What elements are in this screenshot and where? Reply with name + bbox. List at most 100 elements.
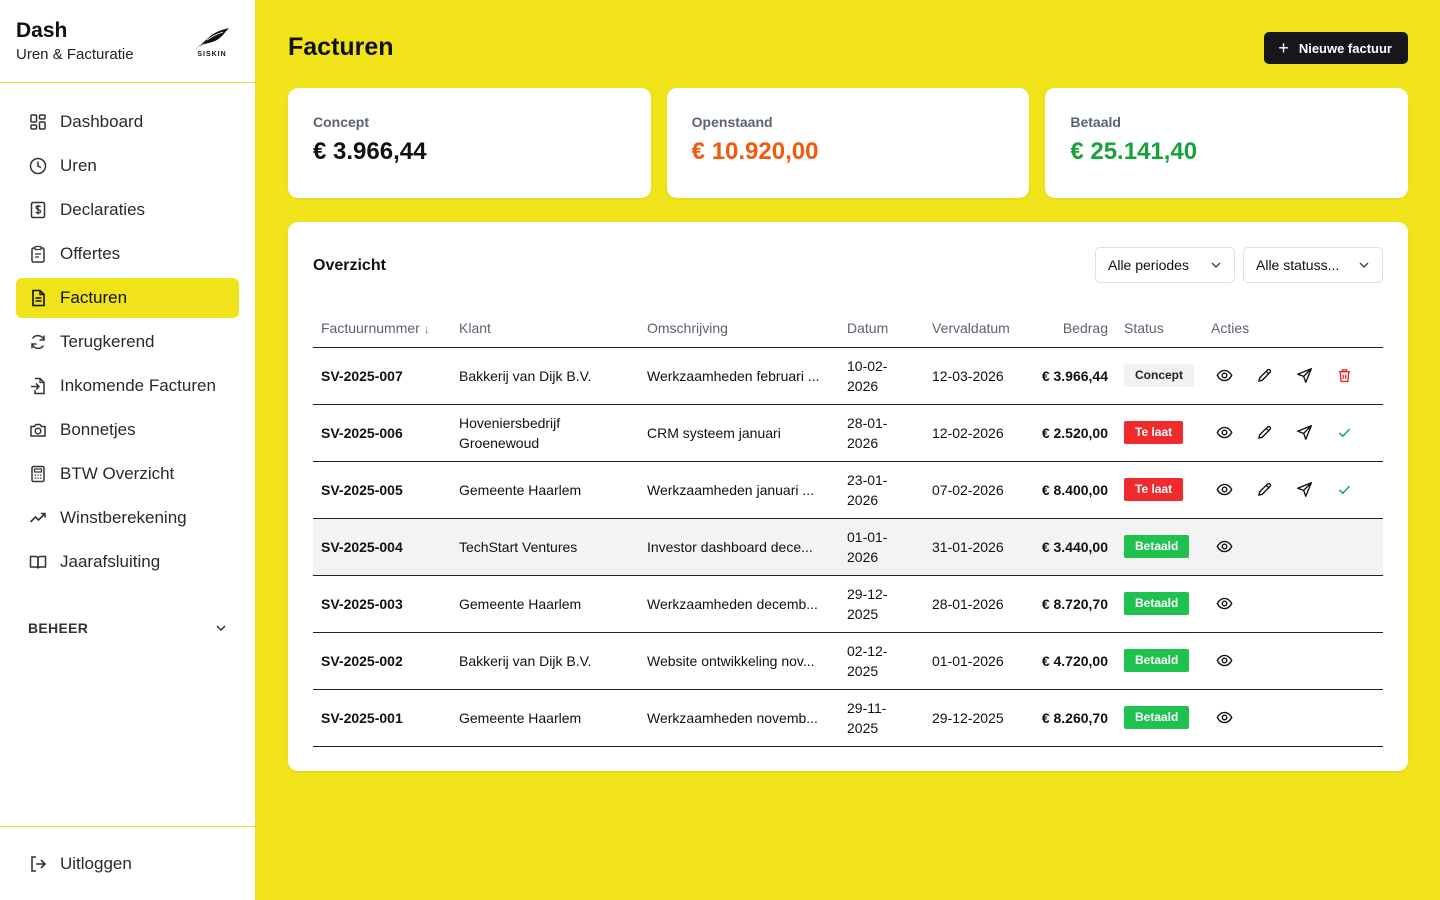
edit-pencil-icon[interactable]	[1254, 366, 1274, 386]
column-header-factuurnummer[interactable]: Factuurnummer ↓	[313, 310, 451, 348]
invoice-number[interactable]: SV-2025-006	[313, 404, 451, 462]
view-eye-icon[interactable]	[1214, 366, 1234, 386]
sidebar-nav: Dashboard Uren Declaraties Offertes Facturen…	[0, 83, 255, 582]
camera-icon	[28, 420, 48, 440]
sidebar-item-jaarafsluiting[interactable]: Jaarafsluiting	[16, 542, 239, 582]
sidebar-item-uren[interactable]: Uren	[16, 146, 239, 186]
amount: € 3.440,00	[1024, 518, 1116, 576]
sidebar-item-facturen[interactable]: Facturen	[16, 278, 239, 318]
status-cell: Betaald	[1116, 575, 1203, 633]
client-name: Gemeente Haarlem	[451, 461, 639, 519]
invoice-date: 23-01-2026	[839, 461, 924, 519]
sidebar-item-terugkerend[interactable]: Terugkerend	[16, 322, 239, 362]
view-eye-icon[interactable]	[1214, 480, 1234, 500]
sidebar-item-bonnetjes[interactable]: Bonnetjes	[16, 410, 239, 450]
sidebar-item-inkomende-facturen[interactable]: Inkomende Facturen	[16, 366, 239, 406]
edit-pencil-icon[interactable]	[1254, 423, 1274, 443]
status-cell: Betaald	[1116, 689, 1203, 747]
stat-label: Betaald	[1070, 114, 1121, 130]
invoice-table: Factuurnummer ↓ Klant Omschrijving Datum Verv…	[313, 310, 1383, 747]
mark-paid-check-icon[interactable]	[1334, 423, 1354, 443]
client-name: TechStart Ventures	[451, 518, 639, 576]
amount: € 8.260,70	[1024, 689, 1116, 747]
due-date: 12-02-2026	[924, 404, 1024, 462]
table-row[interactable]: SV-2025-007 Bakkerij van Dijk B.V. Werkzaa…	[313, 347, 1383, 405]
logout-button[interactable]: Uitloggen	[16, 844, 144, 884]
actions-cell	[1203, 689, 1383, 747]
invoice-date: 01-01-2026	[839, 518, 924, 576]
status-badge: Betaald	[1124, 592, 1190, 615]
view-eye-icon[interactable]	[1214, 537, 1234, 557]
sidebar-item-label: Facturen	[60, 288, 128, 307]
overview-card: Overzicht Alle periodes Alle statuss... …	[288, 222, 1408, 771]
mark-paid-check-icon[interactable]	[1334, 480, 1354, 500]
invoice-date: 02-12-2025	[839, 632, 924, 690]
description: Werkzaamheden februari ...	[639, 347, 839, 405]
status-badge: Te laat	[1124, 421, 1184, 444]
edit-pencil-icon[interactable]	[1254, 480, 1274, 500]
delete-trash-icon[interactable]	[1334, 366, 1354, 386]
table-header-row: Factuurnummer ↓ Klant Omschrijving Datum Verv…	[313, 310, 1383, 348]
sidebar-footer: Uitloggen	[0, 826, 255, 900]
send-icon[interactable]	[1294, 423, 1314, 443]
amount: € 8.400,00	[1024, 461, 1116, 519]
sidebar-item-label: Inkomende Facturen	[60, 376, 216, 395]
table-row[interactable]: SV-2025-004 TechStart Ventures Investor da…	[313, 518, 1383, 576]
due-date: 29-12-2025	[924, 689, 1024, 747]
status-cell: Betaald	[1116, 518, 1203, 576]
view-eye-icon[interactable]	[1214, 651, 1234, 671]
sidebar-item-offertes[interactable]: Offertes	[16, 234, 239, 274]
invoice-number[interactable]: SV-2025-003	[313, 575, 451, 633]
dashboard-icon	[28, 112, 48, 132]
sort-down-icon[interactable]: ↓	[423, 322, 430, 337]
status-badge: Betaald	[1124, 706, 1190, 729]
view-eye-icon[interactable]	[1214, 708, 1234, 728]
status-filter[interactable]: Alle statuss...	[1243, 247, 1383, 283]
stat-label: Openstaand	[691, 114, 773, 130]
clock-icon	[28, 156, 48, 176]
filters: Alle periodes Alle statuss...	[1095, 247, 1383, 283]
table-row[interactable]: SV-2025-003 Gemeente Haarlem Werkzaamheden…	[313, 575, 1383, 633]
column-header-datum: Datum	[839, 310, 924, 348]
send-icon[interactable]	[1294, 480, 1314, 500]
sidebar-item-dashboard[interactable]: Dashboard	[16, 102, 239, 142]
description: Werkzaamheden novemb...	[639, 689, 839, 747]
stat-label: Concept	[313, 114, 369, 130]
period-filter[interactable]: Alle periodes	[1095, 247, 1235, 283]
table-row[interactable]: SV-2025-001 Gemeente Haarlem Werkzaamheden…	[313, 689, 1383, 747]
column-header-bedrag: Bedrag	[1024, 310, 1116, 348]
logout-label: Uitloggen	[60, 853, 132, 873]
table-row[interactable]: SV-2025-005 Gemeente Haarlem Werkzaamheden…	[313, 461, 1383, 519]
sidebar-item-winstberekening[interactable]: Winstberekening	[16, 498, 239, 538]
column-header-label: Datum	[847, 320, 889, 337]
table-row[interactable]: SV-2025-006 Hoveniersbedrijf Groenewoud CR…	[313, 404, 1383, 462]
status-filter-value: Alle statuss...	[1256, 257, 1340, 273]
sidebar-item-btw-overzicht[interactable]: BTW Overzicht	[16, 454, 239, 494]
view-eye-icon[interactable]	[1214, 594, 1234, 614]
invoice-number[interactable]: SV-2025-001	[313, 689, 451, 747]
description: Werkzaamheden decemb...	[639, 575, 839, 633]
invoice-number[interactable]: SV-2025-005	[313, 461, 451, 519]
brand-header: Dash Uren & Facturatie SISKIN	[0, 0, 255, 83]
sidebar-item-label: Declaraties	[60, 200, 146, 219]
status-badge: Te laat	[1124, 478, 1184, 501]
view-eye-icon[interactable]	[1214, 423, 1234, 443]
column-header-klant: Klant	[451, 310, 639, 348]
invoice-number[interactable]: SV-2025-007	[313, 347, 451, 405]
status-cell: Te laat	[1116, 404, 1203, 462]
invoice-number[interactable]: SV-2025-004	[313, 518, 451, 576]
due-date: 28-01-2026	[924, 575, 1024, 633]
clipboard-icon	[28, 244, 48, 264]
sidebar-item-declaraties[interactable]: Declaraties	[16, 190, 239, 230]
new-invoice-button[interactable]: + Nieuwe factuur	[1264, 32, 1408, 64]
due-date: 01-01-2026	[924, 632, 1024, 690]
logout-icon	[31, 855, 47, 872]
chevron-down-icon	[1359, 262, 1369, 268]
sidebar-item-label: Jaarafsluiting	[60, 552, 161, 571]
send-icon[interactable]	[1294, 366, 1314, 386]
invoice-number[interactable]: SV-2025-002	[313, 632, 451, 690]
section-beheer[interactable]: BEHEER	[0, 620, 255, 636]
actions-cell	[1203, 575, 1383, 633]
table-row[interactable]: SV-2025-002 Bakkerij van Dijk B.V. Website…	[313, 632, 1383, 690]
stat-value: € 10.920,00	[691, 138, 819, 165]
